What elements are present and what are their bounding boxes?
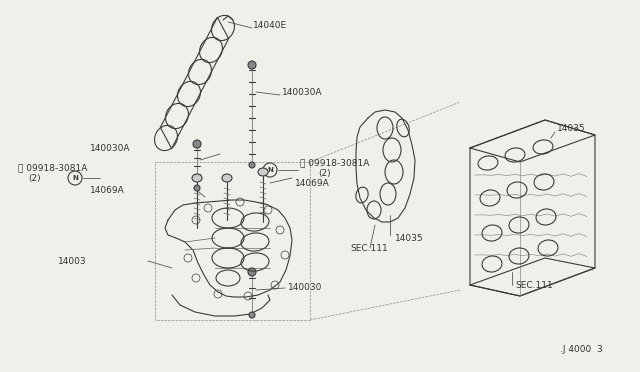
Ellipse shape xyxy=(222,174,232,182)
Ellipse shape xyxy=(192,174,202,182)
Text: N: N xyxy=(267,167,273,173)
Text: .J 4000  3: .J 4000 3 xyxy=(560,346,603,355)
Text: 14035: 14035 xyxy=(395,234,424,243)
Circle shape xyxy=(248,61,256,69)
Text: Ⓝ 09918-3081A: Ⓝ 09918-3081A xyxy=(300,158,369,167)
Text: 140030A: 140030A xyxy=(282,87,323,96)
Text: SEC.111: SEC.111 xyxy=(515,282,553,291)
Text: 140030A: 140030A xyxy=(90,144,131,153)
Text: Ⓝ 09918-3081A: Ⓝ 09918-3081A xyxy=(18,164,88,173)
Circle shape xyxy=(249,162,255,168)
Circle shape xyxy=(194,185,200,191)
Text: (2): (2) xyxy=(318,169,331,177)
Text: SEC.111: SEC.111 xyxy=(350,244,388,253)
Circle shape xyxy=(248,268,256,276)
Text: 14069A: 14069A xyxy=(90,186,125,195)
Text: 14003: 14003 xyxy=(58,257,86,266)
Text: 140030: 140030 xyxy=(288,282,323,292)
Circle shape xyxy=(249,312,255,318)
Text: 14035: 14035 xyxy=(557,124,586,132)
Text: 14040E: 14040E xyxy=(253,20,287,29)
Text: N: N xyxy=(72,175,78,181)
Circle shape xyxy=(193,140,201,148)
Text: (2): (2) xyxy=(28,173,40,183)
Ellipse shape xyxy=(258,168,268,176)
Text: 14069A: 14069A xyxy=(295,179,330,187)
